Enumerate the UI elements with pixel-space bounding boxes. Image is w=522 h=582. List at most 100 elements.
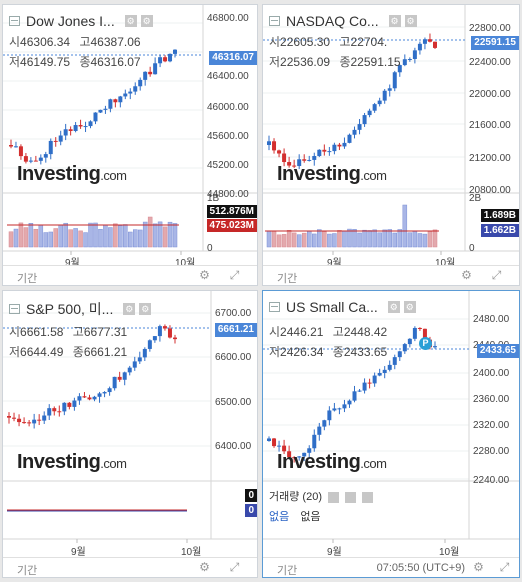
candle-body (78, 125, 83, 127)
collapse-icon[interactable] (9, 304, 20, 314)
candle-body (342, 404, 347, 409)
candle-body (48, 140, 53, 155)
candle-body (162, 326, 167, 329)
high-value: 2448.42 (343, 325, 388, 339)
candle-body (13, 146, 18, 148)
volume-bar (291, 232, 297, 248)
instrument-title[interactable]: US Small Ca... (286, 299, 378, 315)
candle-body (307, 448, 312, 453)
x-tick: 10월 (439, 547, 460, 558)
instrument-title[interactable]: NASDAQ Co... (286, 13, 379, 29)
period-label[interactable]: 기간 (277, 565, 298, 577)
settings-icon[interactable]: ⚙ (199, 268, 210, 282)
candle-body (37, 419, 42, 421)
chart-panel-sp500[interactable]: S&P 500, 미... ⚙ ⚙ 시6661.58 고6677.31 저664… (2, 290, 258, 578)
settings-icon[interactable] (345, 491, 357, 503)
candle-body (62, 402, 67, 412)
ohlc-row-1: 시6661.58 고6677.31 (9, 323, 133, 340)
volume-bar (362, 229, 367, 248)
candle-body (143, 71, 148, 80)
nasdaq-chart[interactable] (263, 5, 520, 286)
open-label: 시 (269, 35, 281, 49)
settings-icon[interactable]: ⚙ (461, 268, 472, 282)
candle-body (83, 126, 88, 128)
collapse-icon[interactable] (9, 16, 20, 26)
candle-body (422, 328, 427, 340)
y-tick: 6500.00 (215, 397, 252, 408)
candle-body (357, 390, 362, 392)
fullscreen-icon[interactable]: ⤢ (229, 268, 240, 282)
low-value: 6644.49 (20, 345, 64, 359)
candle-body (387, 88, 392, 91)
ohlc-row-2: 저22536.09 종22591.15 (269, 53, 407, 70)
candle-body (82, 396, 87, 398)
settings-icon[interactable]: ⚙ (387, 301, 400, 313)
investing-logo: Investing.com (17, 451, 127, 473)
high-label: 고 (79, 35, 91, 49)
candle-body (122, 372, 127, 380)
y-tick: 6700.00 (215, 308, 252, 319)
gear-icon[interactable]: ⚙ (404, 15, 417, 27)
candle-body (317, 426, 322, 435)
eye-icon[interactable] (328, 491, 340, 503)
candle-body (412, 50, 417, 59)
sp500-chart[interactable] (3, 291, 258, 578)
clock-readout: 07:05:50 (UTC+9) (376, 562, 465, 574)
dow-jones-chart[interactable] (3, 5, 258, 286)
collapse-icon[interactable] (269, 302, 280, 312)
candle-body (32, 419, 37, 424)
candle-body (337, 408, 342, 410)
candle-body (422, 39, 427, 44)
volume-indicator-title[interactable]: 거래량 (20) (269, 491, 322, 503)
y-tick: 22800.00 (469, 23, 511, 34)
candle-body (312, 156, 317, 160)
chart-panel-nasdaq[interactable]: NASDAQ Co... ⚙ ⚙ 시22605.30 고22704. 저2253… (262, 4, 520, 286)
price-marker-icon[interactable]: P (419, 337, 432, 350)
candle-body (107, 388, 112, 393)
chart-panel-dow-jones[interactable]: Dow Jones I... ⚙ ⚙ 시46306.34 고46387.06 저… (2, 4, 258, 286)
period-label[interactable]: 기간 (277, 273, 298, 285)
candle-body (28, 160, 33, 162)
settings-icon[interactable]: ⚙ (199, 560, 210, 574)
period-label[interactable]: 기간 (17, 273, 38, 285)
high-label: 고 (339, 35, 351, 49)
x-tick: 9월 (71, 547, 86, 558)
gear-icon[interactable]: ⚙ (403, 301, 416, 313)
chart-panel-us-small-cap[interactable]: US Small Ca... ⚙ ⚙ 시2446.21 고2448.42 저24… (262, 290, 520, 578)
candle-body (412, 327, 417, 339)
candle-body (362, 115, 367, 125)
settings-icon[interactable]: ⚙ (473, 560, 484, 574)
candle-body (142, 348, 147, 358)
volume-tick: 2B (469, 193, 482, 204)
fullscreen-icon[interactable]: ⤢ (491, 268, 502, 282)
instrument-title[interactable]: S&P 500, 미... (26, 301, 114, 317)
y-tick: 45600.00 (207, 131, 249, 142)
collapse-icon[interactable] (269, 16, 280, 26)
volume-bar (327, 233, 332, 248)
candle-body (173, 337, 177, 340)
volume-bar (53, 228, 58, 248)
gear-icon[interactable]: ⚙ (140, 15, 153, 27)
y-tick: 2280.00 (473, 446, 510, 457)
y-tick: 45200.00 (207, 160, 249, 171)
close-value: 22591.15 (350, 55, 401, 69)
current-price-label: 22591.15 (471, 36, 519, 50)
settings-icon[interactable]: ⚙ (388, 15, 401, 27)
volume-bar (286, 230, 292, 248)
volume-bar (387, 229, 392, 248)
gear-icon[interactable]: ⚙ (139, 303, 152, 315)
close-icon[interactable] (362, 491, 374, 503)
candle-body (402, 59, 407, 66)
y-tick: 22400.00 (469, 57, 511, 68)
settings-icon[interactable]: ⚙ (123, 303, 136, 315)
volume-bar (312, 233, 317, 248)
instrument-title[interactable]: Dow Jones I... (26, 13, 115, 29)
y-tick: 6400.00 (215, 441, 252, 452)
ohlc-row-2: 저6644.49 종6661.21 (9, 343, 133, 360)
settings-icon[interactable]: ⚙ (124, 15, 137, 27)
period-label[interactable]: 기간 (17, 565, 38, 577)
fullscreen-icon[interactable]: ⤢ (499, 560, 510, 574)
candle-body (302, 159, 307, 161)
us-small-cap-chart[interactable] (263, 291, 520, 578)
fullscreen-icon[interactable]: ⤢ (229, 560, 240, 574)
